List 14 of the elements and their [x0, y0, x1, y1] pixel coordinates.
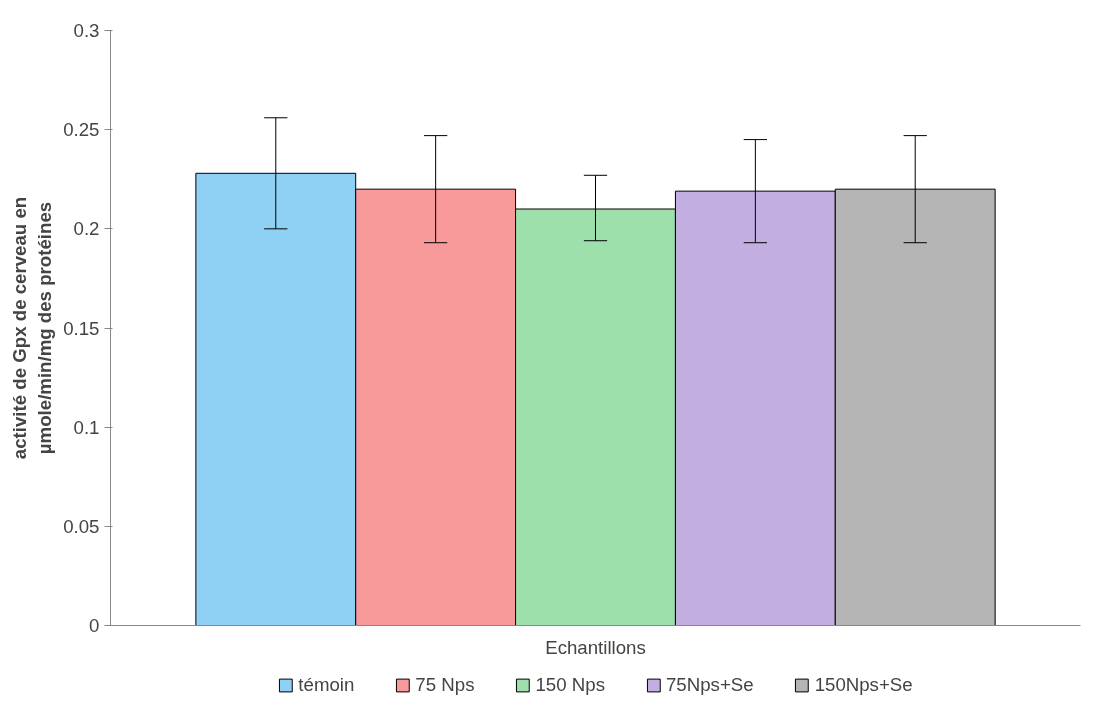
y-axis-title: activité de Gpx de cerveau en µmole/min/mg des protéines — [8, 196, 56, 460]
y-tick-label: 0.2 — [73, 218, 100, 240]
legend-label: 75 Nps — [415, 674, 475, 696]
y-tick-label: 0.15 — [63, 317, 100, 339]
x-axis-title: Echantillons — [545, 636, 646, 658]
y-tick-label: 0.05 — [63, 515, 100, 537]
legend-label: 75Nps+Se — [665, 674, 754, 696]
legend-label: 150 Nps — [535, 674, 605, 696]
y-tick-label: 0.25 — [63, 119, 100, 141]
y-tick-label: 0 — [89, 615, 100, 636]
legend-label: 150Nps+Se — [814, 674, 913, 696]
y-tick-label: 0.1 — [73, 416, 100, 438]
y-tick-label: 0.3 — [73, 20, 100, 41]
legend-label: témoin — [298, 674, 355, 696]
